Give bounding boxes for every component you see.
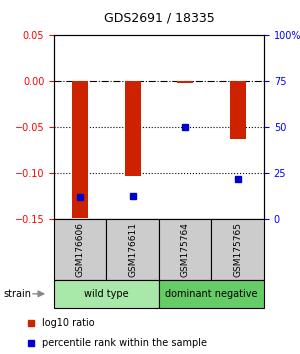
Text: GSM176606: GSM176606 xyxy=(76,222,85,277)
Bar xyxy=(159,219,211,280)
Text: GSM175765: GSM175765 xyxy=(233,222,242,277)
Bar xyxy=(177,81,193,83)
Text: GDS2691 / 18335: GDS2691 / 18335 xyxy=(103,12,214,25)
Bar xyxy=(159,280,264,308)
Bar xyxy=(230,81,246,139)
Bar xyxy=(212,219,264,280)
Text: GSM175764: GSM175764 xyxy=(181,222,190,277)
Text: GSM176611: GSM176611 xyxy=(128,222,137,277)
Bar xyxy=(54,280,159,308)
Text: percentile rank within the sample: percentile rank within the sample xyxy=(42,338,207,348)
Bar xyxy=(54,219,106,280)
Text: log10 ratio: log10 ratio xyxy=(42,318,94,328)
Text: dominant negative: dominant negative xyxy=(165,289,258,299)
Text: strain: strain xyxy=(3,289,31,299)
Text: wild type: wild type xyxy=(84,289,129,299)
Bar xyxy=(125,81,141,176)
Bar xyxy=(72,81,88,218)
Bar xyxy=(106,219,159,280)
